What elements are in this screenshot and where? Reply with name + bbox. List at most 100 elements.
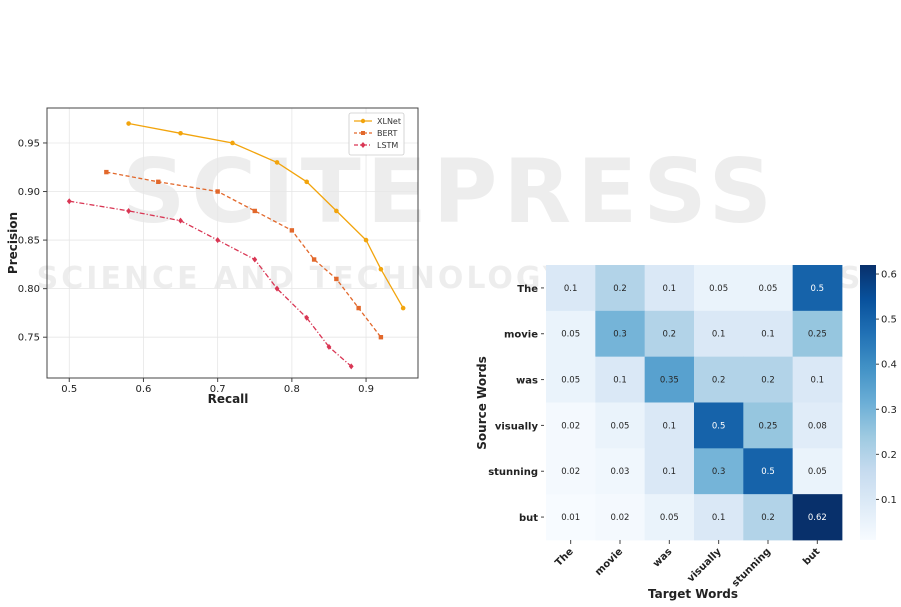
y-tick-label: 0.85: [18, 236, 40, 247]
heatmap-cell: [546, 356, 596, 403]
x-tick-label: 0.6: [136, 384, 152, 395]
heatmap-cell: [792, 448, 843, 495]
data-point-lstm: [126, 207, 132, 214]
heatmap-cell-label: 0.05: [759, 284, 778, 294]
heatmap-cell: [546, 402, 596, 449]
heatmap-y-tick-label: was: [516, 376, 538, 387]
heatmap-cell-label: 0.25: [808, 330, 827, 340]
heatmap-cell: [546, 310, 596, 358]
data-point-bert: [289, 228, 295, 233]
heatmap-chart: 0.1 0.2 0.1 0.05 0.05 0.5 0.05 0.3 0.2 0.1 0.1 0.25…: [475, 265, 897, 601]
heatmap-cell: [595, 356, 646, 403]
heatmap-cell-label: 0.1: [564, 284, 578, 294]
data-point-lstm: [66, 198, 72, 205]
line-chart-frame: [46, 107, 419, 379]
heatmap-cell: [546, 494, 596, 541]
heatmap-cell-label: 0.62: [808, 513, 827, 523]
line-chart-y-axis-title: Precision: [6, 212, 20, 274]
heatmap-cell: [743, 448, 794, 495]
heatmap-x-tick-labels: The movie was visually stunning but: [553, 539, 823, 589]
heatmap-cell: [792, 310, 843, 358]
heatmap-cell: [546, 265, 596, 312]
x-tick-label: 0.9: [358, 384, 374, 395]
heatmap-cell-label: 0.35: [660, 376, 679, 386]
heatmap-y-axis-title: Source Words: [475, 356, 489, 449]
heatmap-cell: [595, 310, 646, 358]
heatmap-x-tick-label: visually: [685, 546, 724, 585]
heatmap-cell: [644, 310, 695, 358]
colorbar-tick-label: 0.2: [881, 450, 897, 461]
data-point-lstm: [348, 363, 354, 370]
data-point-bert: [104, 169, 109, 175]
x-tick-label: 0.7: [210, 384, 226, 395]
line-chart-x-axis-title: Recall: [208, 392, 249, 406]
heatmap-cell-label: 0.1: [663, 467, 677, 477]
heatmap-cell: [595, 402, 646, 449]
heatmap-x-tick-label: The: [553, 546, 576, 569]
heatmap-cell-label: 0.2: [663, 330, 677, 340]
heatmap-cell-label: 0.05: [561, 376, 580, 386]
data-point-xlnet: [378, 266, 384, 272]
heatmap-cell: [743, 402, 794, 449]
heatmap-cell-label: 0.05: [561, 330, 580, 340]
heatmap-cell: [693, 356, 744, 403]
heatmap-cells: 0.1 0.2 0.1 0.05 0.05 0.5 0.05 0.3 0.2 0.1 0.1 0.25…: [546, 265, 843, 541]
data-point-bert: [311, 257, 317, 262]
data-point-lstm: [304, 314, 310, 321]
data-point-bert: [378, 335, 384, 340]
heatmap-cell: [693, 402, 744, 449]
heatmap-cell: [595, 448, 646, 495]
y-tick-label: 0.95: [18, 138, 40, 149]
colorbar-tick-label: 0.3: [881, 405, 897, 416]
heatmap-cell: [743, 310, 794, 358]
heatmap-cell: [595, 265, 646, 312]
heatmap-cell-label: 0.01: [561, 513, 580, 523]
heatmap-cell-label: 0.02: [561, 421, 580, 431]
heatmap-cell-label: 0.1: [811, 376, 825, 386]
y-tick-label: 0.80: [18, 284, 40, 295]
heatmap-y-tick-labels: The movie was visually stunning but: [488, 284, 544, 524]
colorbar-gradient: [860, 265, 876, 540]
colorbar-tick-label: 0.6: [881, 270, 897, 281]
line-chart-series: [66, 121, 406, 370]
data-point-bert: [156, 179, 161, 185]
heatmap-cell: [644, 356, 695, 403]
heatmap-cell-label: 0.3: [712, 467, 726, 477]
series-bert: [104, 169, 384, 340]
heatmap-cell-label: 0.1: [712, 330, 726, 340]
heatmap-cell-label: 0.1: [712, 513, 726, 523]
heatmap-cell-label: 0.02: [611, 513, 630, 523]
data-point-bert: [356, 305, 361, 311]
heatmap-y-tick-label: movie: [504, 330, 538, 341]
heatmap-x-axis-title: Target Words: [648, 587, 738, 601]
heatmap-x-tick-label: was: [651, 546, 674, 569]
heatmap-cell-label: 0.2: [613, 284, 627, 294]
heatmap-cell: [693, 310, 744, 358]
data-point-xlnet: [274, 160, 280, 165]
heatmap-cell-label: 0.5: [712, 421, 726, 431]
legend-marker-bert: [361, 131, 365, 135]
heatmap-cell-label: 0.1: [663, 421, 677, 431]
heatmap-cell-label: 0.02: [561, 467, 580, 477]
data-point-lstm: [252, 256, 258, 263]
line-chart-legend: XLNet BERT LSTM: [348, 112, 405, 156]
data-point-bert: [215, 189, 220, 194]
legend-label-bert: BERT: [377, 129, 398, 138]
heatmap-cell: [792, 356, 843, 403]
data-point-xlnet: [178, 130, 183, 136]
heatmap-cell-label: 0.05: [660, 513, 679, 523]
heatmap-y-tick-label: visually: [495, 421, 539, 432]
heatmap-cell-label: 0.03: [611, 467, 630, 477]
heatmap-cell: [644, 402, 695, 449]
heatmap-cell-label: 0.2: [712, 376, 726, 386]
colorbar-tick-label: 0.1: [881, 495, 897, 506]
heatmap-cell-label: 0.1: [663, 284, 677, 294]
heatmap-cell: [693, 494, 744, 541]
data-point-xlnet: [334, 208, 339, 214]
heatmap-cell-label: 0.2: [761, 513, 775, 523]
legend-entry-bert: BERT: [354, 129, 398, 138]
heatmap-cell: [644, 494, 695, 541]
heatmap-cell: [693, 448, 744, 495]
heatmap-x-tick-label: stunning: [730, 546, 773, 589]
